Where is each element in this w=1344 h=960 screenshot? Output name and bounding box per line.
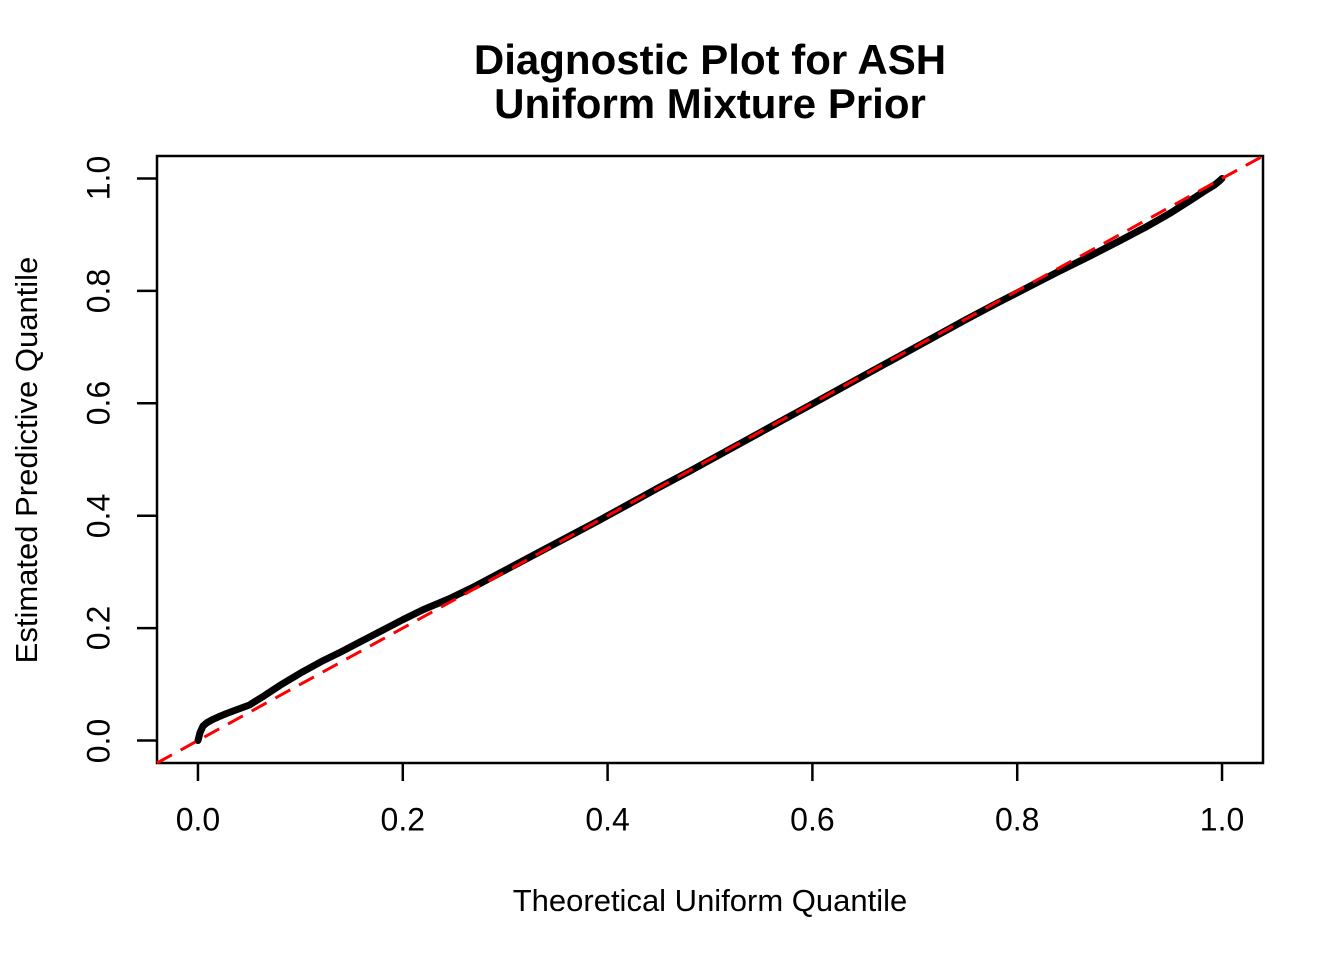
y-tick-label: 0.4	[80, 493, 117, 538]
x-tick-label: 0.6	[790, 801, 835, 838]
y-tick-label: 0.6	[80, 381, 117, 426]
plot-box	[155, 154, 1265, 765]
x-tick-label: 1.0	[1199, 801, 1245, 838]
reference-line	[156, 154, 1264, 765]
y-tick-label: 0.8	[80, 268, 117, 314]
x-tick-label: 0.2	[380, 801, 426, 838]
y-axis-label: Estimated Predictive Quantile	[9, 256, 44, 664]
y-tick-label: 1.0	[80, 156, 117, 201]
x-tick-label: 0.8	[994, 801, 1040, 838]
chart-title-line-2: Uniform Mixture Prior	[494, 80, 926, 127]
x-tick-label: 0.4	[585, 801, 630, 838]
chart-title-line-1: Diagnostic Plot for ASH	[473, 36, 947, 83]
chart-title: Diagnostic Plot for ASH Uniform Mixture …	[157, 38, 1263, 126]
x-tick-label: 0.0	[175, 801, 221, 838]
x-axis-label: Theoretical Uniform Quantile	[512, 883, 908, 918]
y-tick-label: 0.2	[80, 605, 117, 651]
y-tick-label: 0.0	[80, 718, 117, 763]
